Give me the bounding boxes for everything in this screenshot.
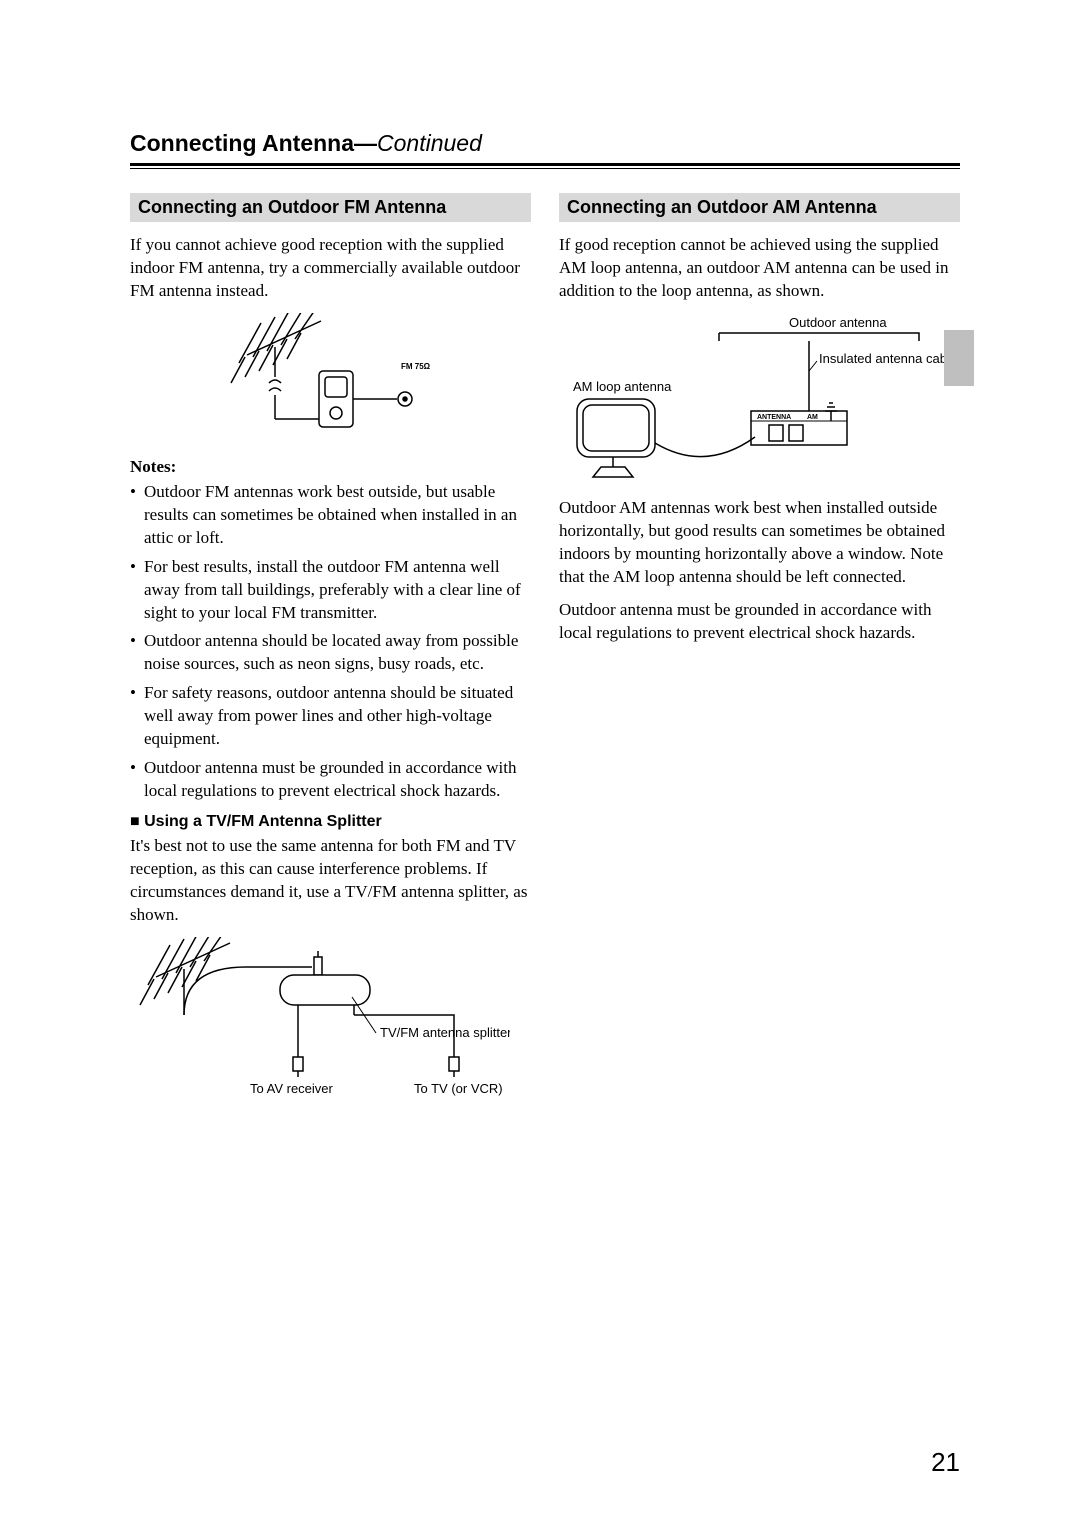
- am-body-1: Outdoor AM antennas work best when insta…: [559, 497, 960, 589]
- am-body-2: Outdoor antenna must be grounded in acco…: [559, 599, 960, 645]
- right-column: Connecting an Outdoor AM Antenna If good…: [559, 193, 960, 1111]
- fm-intro: If you cannot achieve good reception wit…: [130, 234, 531, 303]
- section-bar-am: Connecting an Outdoor AM Antenna: [559, 193, 960, 222]
- page-title: Connecting Antenna—Continued: [130, 130, 960, 157]
- am-loop-label: AM loop antenna: [573, 379, 672, 394]
- section-bar-fm: Connecting an Outdoor FM Antenna: [130, 193, 531, 222]
- am-antenna-svg: Outdoor antenna Insulated antenna cable …: [559, 313, 959, 483]
- splitter-heading: Using a TV/FM Antenna Splitter: [130, 813, 531, 831]
- to-receiver-label: To AV receiver: [250, 1081, 334, 1096]
- page-title-main: Connecting Antenna: [130, 130, 354, 156]
- outdoor-antenna-label: Outdoor antenna: [789, 315, 887, 330]
- note-item: Outdoor antenna must be grounded in acco…: [144, 757, 531, 803]
- side-tab: [944, 330, 974, 386]
- rule-thick: [130, 163, 960, 166]
- splitter-label: TV/FM antenna splitter: [380, 1025, 510, 1040]
- page-title-continued: Continued: [377, 130, 482, 156]
- rule-thin: [130, 168, 960, 169]
- page-title-sep: —: [354, 130, 377, 156]
- notes-heading: Notes:: [130, 457, 531, 477]
- note-item: For safety reasons, outdoor antenna shou…: [144, 682, 531, 751]
- left-column: Connecting an Outdoor FM Antenna If you …: [130, 193, 531, 1111]
- antenna-terminal-label: ANTENNA: [757, 414, 791, 421]
- note-item: For best results, install the outdoor FM…: [144, 556, 531, 625]
- to-tv-label: To TV (or VCR): [414, 1081, 503, 1096]
- splitter-body: It's best not to use the same antenna fo…: [130, 835, 531, 927]
- columns: Connecting an Outdoor FM Antenna If you …: [130, 193, 960, 1111]
- splitter-figure: TV/FM antenna splitter To AV receiver To…: [130, 937, 531, 1097]
- page: Connecting Antenna—Continued Connecting …: [0, 0, 1080, 1528]
- page-number: 21: [931, 1447, 960, 1478]
- am-terminal-label: AM: [807, 414, 818, 421]
- am-intro: If good reception cannot be achieved usi…: [559, 234, 960, 303]
- am-antenna-figure: Outdoor antenna Insulated antenna cable …: [559, 313, 960, 483]
- splitter-svg: TV/FM antenna splitter To AV receiver To…: [130, 937, 510, 1097]
- fm-antenna-figure: FM 75Ω: [130, 313, 531, 443]
- fm75-label: FM 75Ω: [401, 362, 431, 371]
- note-item: Outdoor FM antennas work best outside, b…: [144, 481, 531, 550]
- fm-antenna-svg: FM 75Ω: [201, 313, 461, 443]
- notes-list: Outdoor FM antennas work best outside, b…: [130, 481, 531, 803]
- insulated-cable-label: Insulated antenna cable: [819, 351, 957, 366]
- note-item: Outdoor antenna should be located away f…: [144, 630, 531, 676]
